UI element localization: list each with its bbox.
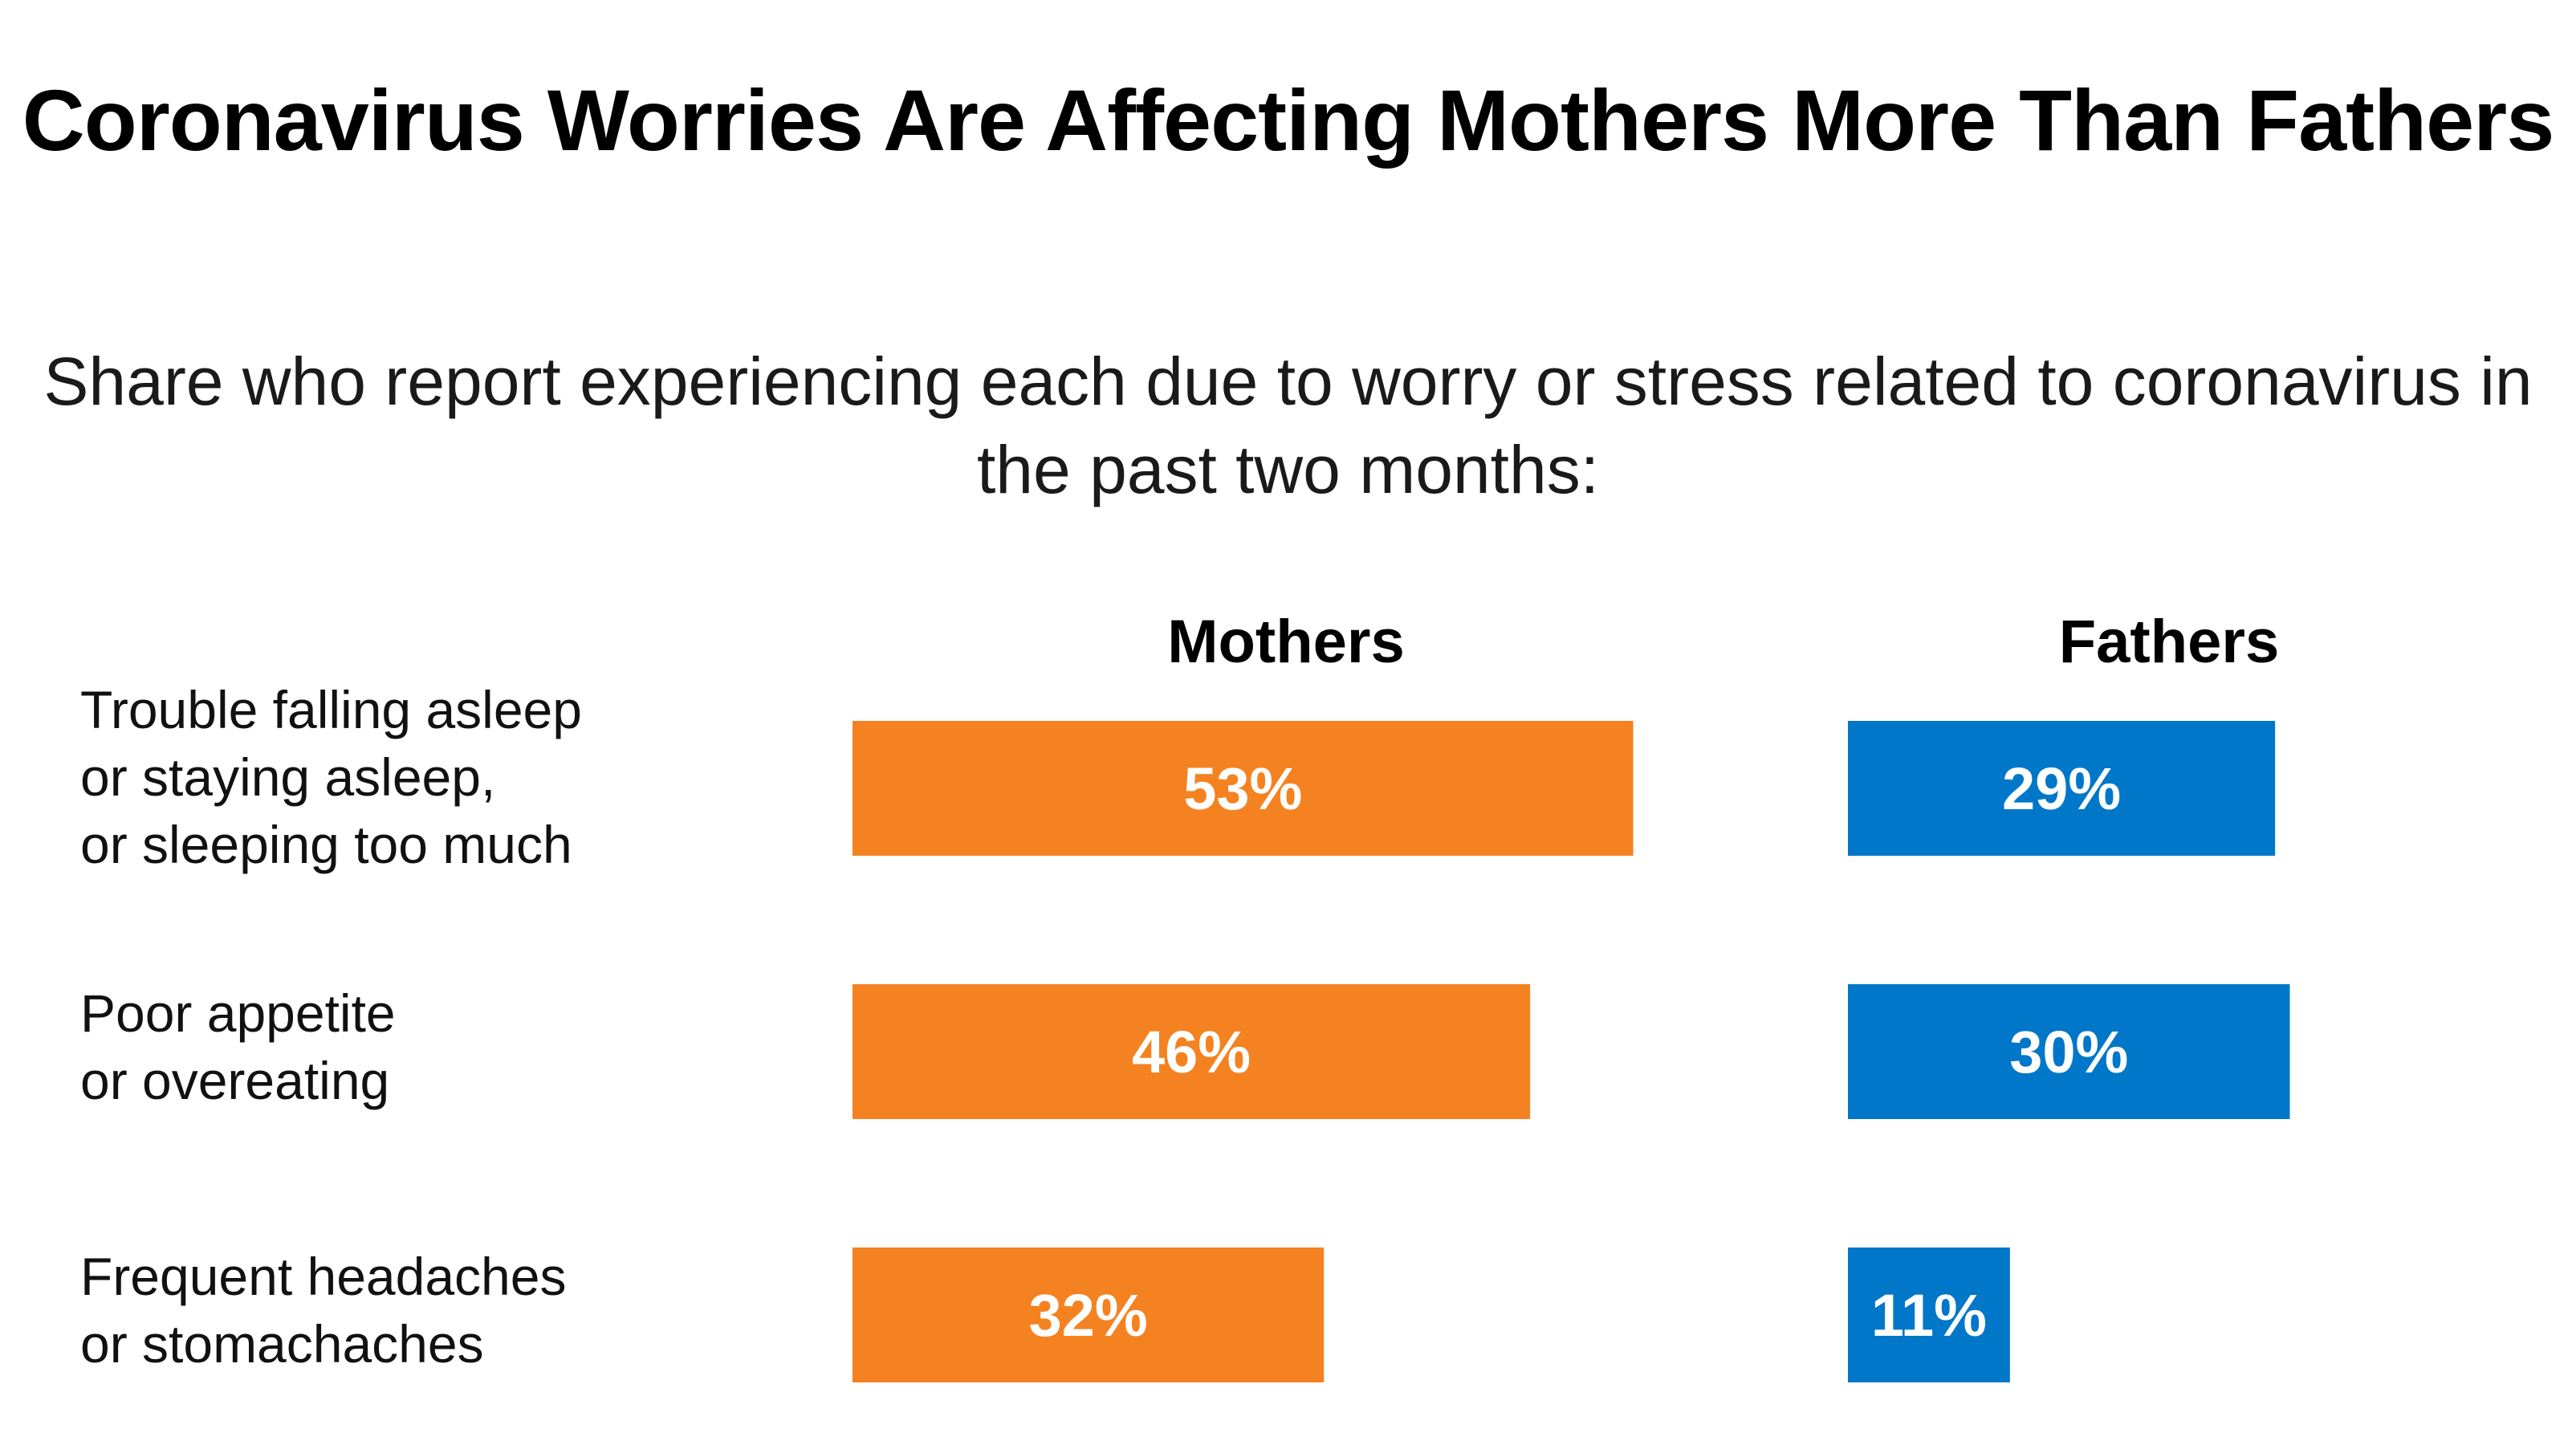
bar-label-mothers-headaches: 32%	[1029, 1282, 1148, 1349]
bar-fathers-headaches	[1848, 1248, 2010, 1382]
bar-mothers-appetite	[853, 984, 1531, 1119]
chart-subtitle: Share who report experiencing each due t…	[43, 344, 2533, 507]
bar-label-mothers-sleep: 53%	[1183, 755, 1302, 822]
bar-fathers-sleep	[1848, 721, 2276, 856]
bar-fathers-appetite	[1848, 984, 2290, 1119]
bar-label-fathers-sleep: 29%	[2002, 755, 2121, 822]
bar-label-fathers-headaches: 11%	[1871, 1282, 1987, 1349]
chart-title: Coronavirus Worries Are Affecting Mother…	[22, 71, 2555, 169]
column-header-fathers: Fathers	[2058, 608, 2280, 676]
column-header-mothers: Mothers	[1167, 608, 1405, 676]
row-label-appetite: Poor appetite or overeating	[80, 983, 396, 1110]
bar-mothers-headaches	[853, 1248, 1325, 1382]
bar-label-fathers-appetite: 30%	[2009, 1019, 2128, 1085]
bar-mothers-sleep	[853, 721, 1634, 856]
bar-label-mothers-appetite: 46%	[1132, 1019, 1251, 1085]
row-label-sleep: Trouble falling asleep or staying asleep…	[80, 680, 582, 874]
row-label-headaches: Frequent headaches or stomachaches	[80, 1247, 567, 1374]
